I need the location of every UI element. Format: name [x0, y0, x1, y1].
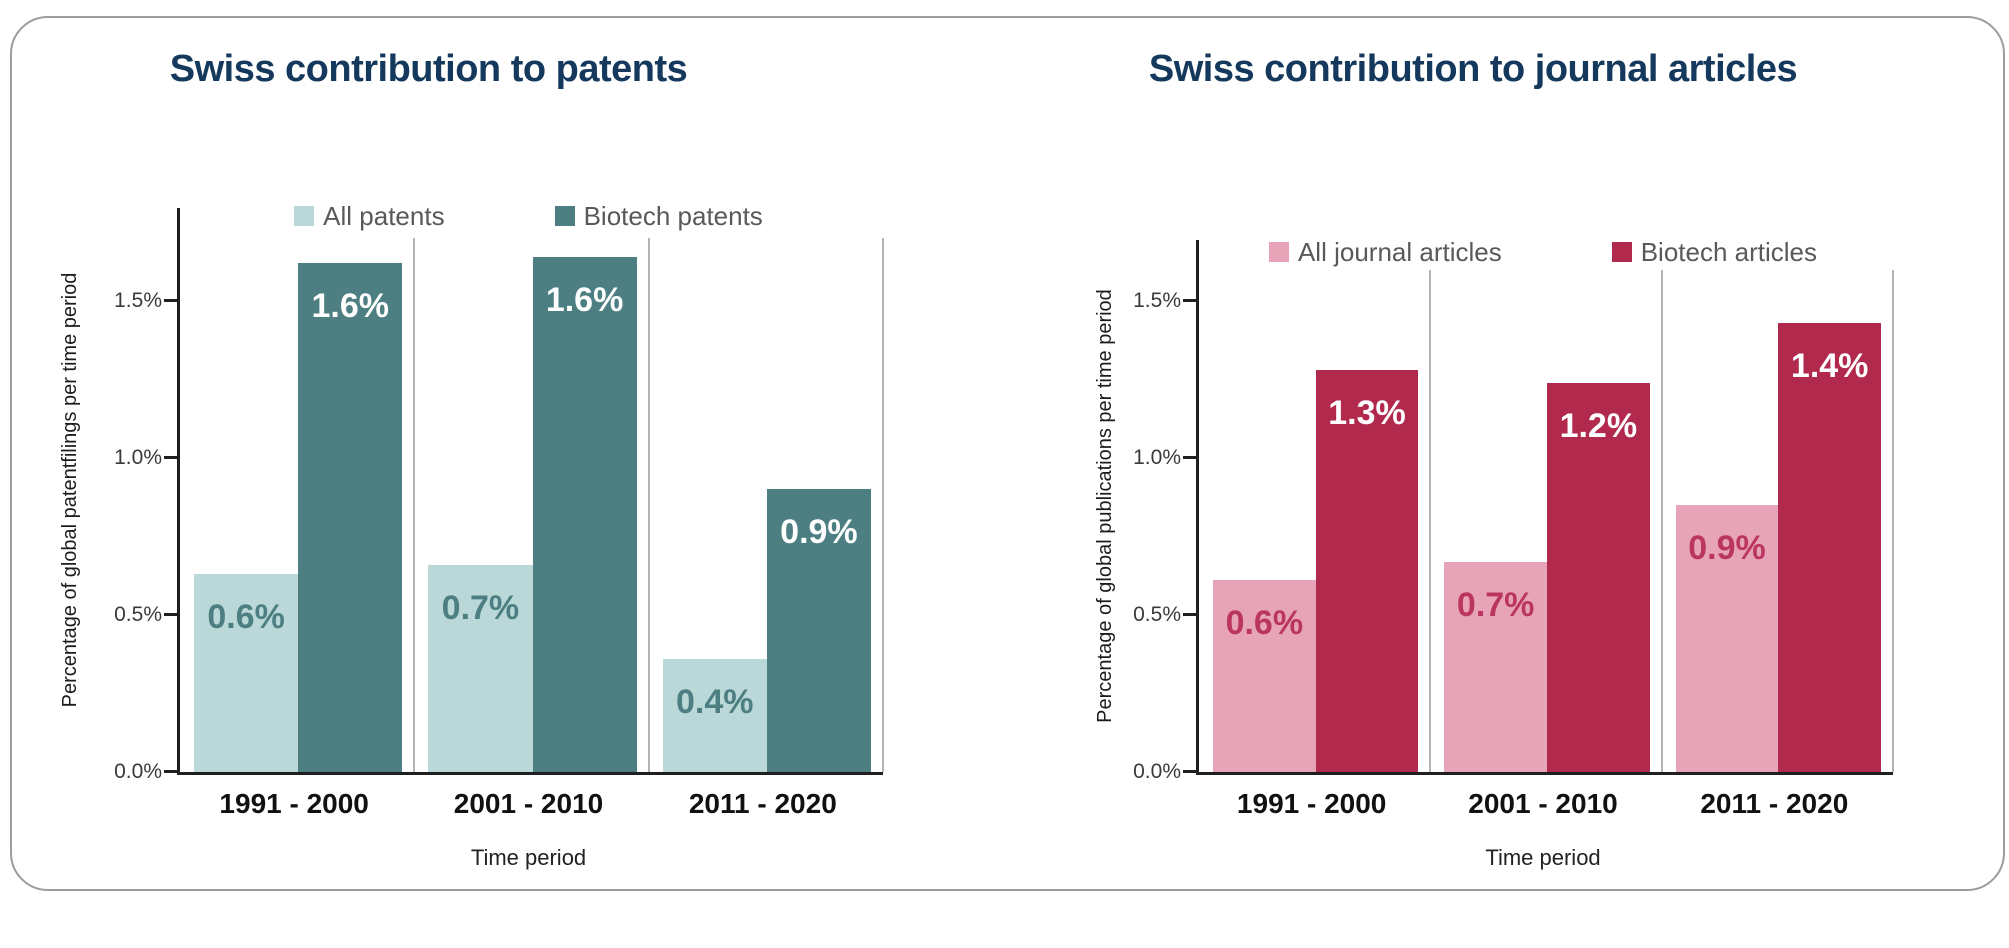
legend-label: All patents [323, 200, 445, 231]
x-axis-title: Time period [470, 845, 587, 870]
plot-area: 0.0% 0.5% 1.0% 1.5% 0.6% 1.3% 0.7% 1.2% 0.9% 1.4% [1133, 240, 1894, 783]
group-separator [881, 238, 884, 772]
bar: 0.6% [194, 574, 299, 772]
y-tick-label: 0.5% [114, 603, 162, 626]
legend-item: All journal articles [1268, 236, 1502, 268]
legend-swatch-biotech-patents-icon [554, 206, 575, 226]
x-category-label: 2001 - 2010 [1468, 788, 1618, 819]
x-category-label: 1991 - 2000 [1236, 788, 1387, 819]
legend-label: Biotech patents [583, 200, 763, 231]
bar-value-label: 0.4% [675, 683, 754, 721]
bar: 0.7% [428, 565, 533, 772]
bar: 0.9% [766, 489, 871, 772]
y-tick-label: 1.5% [1133, 289, 1181, 312]
bar: 0.4% [662, 659, 767, 772]
y-tick-mark [164, 456, 177, 459]
bar: 1.4% [1778, 323, 1881, 772]
bar-group: 0.6% 1.6% [180, 208, 416, 772]
bar-value-label: 0.6% [1225, 604, 1304, 642]
y-tick-label: 1.0% [1133, 446, 1181, 469]
bar-group: 0.7% 1.2% [1430, 240, 1663, 772]
bar-value-label: 0.7% [1456, 586, 1535, 624]
y-tick-mark [164, 613, 177, 616]
y-tick-mark [164, 299, 177, 302]
bar-value-label: 1.3% [1328, 394, 1406, 432]
bar: 1.2% [1547, 383, 1650, 772]
bar-value-label: 1.6% [311, 287, 390, 325]
bar-value-label: 0.9% [1688, 529, 1766, 567]
x-category-labels: 1991 - 2000 2001 - 2010 2011 - 2020 [177, 788, 880, 820]
y-tick-mark [1183, 613, 1196, 616]
legend-swatch-all-journal-articles-icon [1268, 242, 1289, 262]
group-separator [647, 238, 650, 772]
y-axis-label: Percentage of global publications per ti… [1094, 289, 1116, 723]
y-tick-mark [1183, 770, 1196, 773]
bar-value-label: 0.9% [780, 513, 858, 551]
y-tick-label: 0.0% [1133, 760, 1181, 783]
bar: 1.6% [298, 263, 403, 772]
legend-swatch-biotech-articles-icon [1611, 242, 1632, 262]
chart-title: Swiss contribution to journal articles [1148, 48, 1798, 90]
plot-area: 0.0% 0.5% 1.0% 1.5% 0.6% 1.6% 0.7% 1.6% 0.4% 0.9% [114, 208, 884, 783]
bar-group: 0.6% 1.3% [1199, 240, 1432, 772]
y-tick-label: 0.5% [1133, 603, 1181, 626]
x-category-label: 2001 - 2010 [453, 788, 604, 819]
group-separator [1660, 270, 1663, 772]
bar: 0.7% [1444, 562, 1547, 772]
legend-item: All patents [294, 200, 445, 232]
x-axis-title: Time period [1485, 845, 1601, 870]
group-separator [1429, 270, 1432, 772]
bar: 0.6% [1213, 580, 1316, 772]
bar: 1.3% [1315, 370, 1419, 772]
chart-title: Swiss contribution to patents [169, 48, 688, 90]
y-tick-mark [1183, 299, 1196, 302]
group-separator [413, 238, 416, 772]
legend-item: Biotech articles [1611, 236, 1818, 268]
y-tick-mark [164, 770, 177, 773]
legend-label: Biotech articles [1640, 236, 1818, 267]
x-category-label: 1991 - 2000 [219, 788, 369, 819]
bar-value-label: 0.6% [207, 598, 285, 636]
chart-legend: All patents Biotech patents [177, 200, 880, 232]
legend-swatch-all-patents-icon [294, 206, 315, 226]
chart-legend: All journal articles Biotech articles [1196, 236, 1890, 268]
group-separator [1891, 270, 1894, 772]
bar-value-label: 1.2% [1559, 407, 1638, 445]
legend-item: Biotech patents [554, 200, 763, 232]
bar-value-label: 1.4% [1790, 347, 1869, 385]
x-category-label: 2011 - 2020 [1700, 788, 1849, 819]
y-tick-mark [1183, 456, 1196, 459]
bar: 1.6% [532, 257, 637, 772]
bar-group: 0.4% 0.9% [649, 208, 884, 772]
y-tick-label: 1.0% [114, 446, 162, 469]
y-tick-label: 0.0% [114, 760, 162, 783]
x-category-label: 2011 - 2020 [688, 788, 837, 819]
bar-group: 0.7% 1.6% [414, 208, 650, 772]
bar: 0.9% [1675, 505, 1779, 772]
bar-value-label: 1.6% [545, 281, 624, 319]
bar-group: 0.9% 1.4% [1662, 240, 1894, 772]
bar-value-label: 0.7% [441, 589, 520, 627]
x-category-labels: 1991 - 2000 2001 - 2010 2011 - 2020 [1196, 788, 1890, 820]
legend-label: All journal articles [1297, 236, 1502, 267]
y-tick-label: 1.5% [114, 289, 162, 312]
